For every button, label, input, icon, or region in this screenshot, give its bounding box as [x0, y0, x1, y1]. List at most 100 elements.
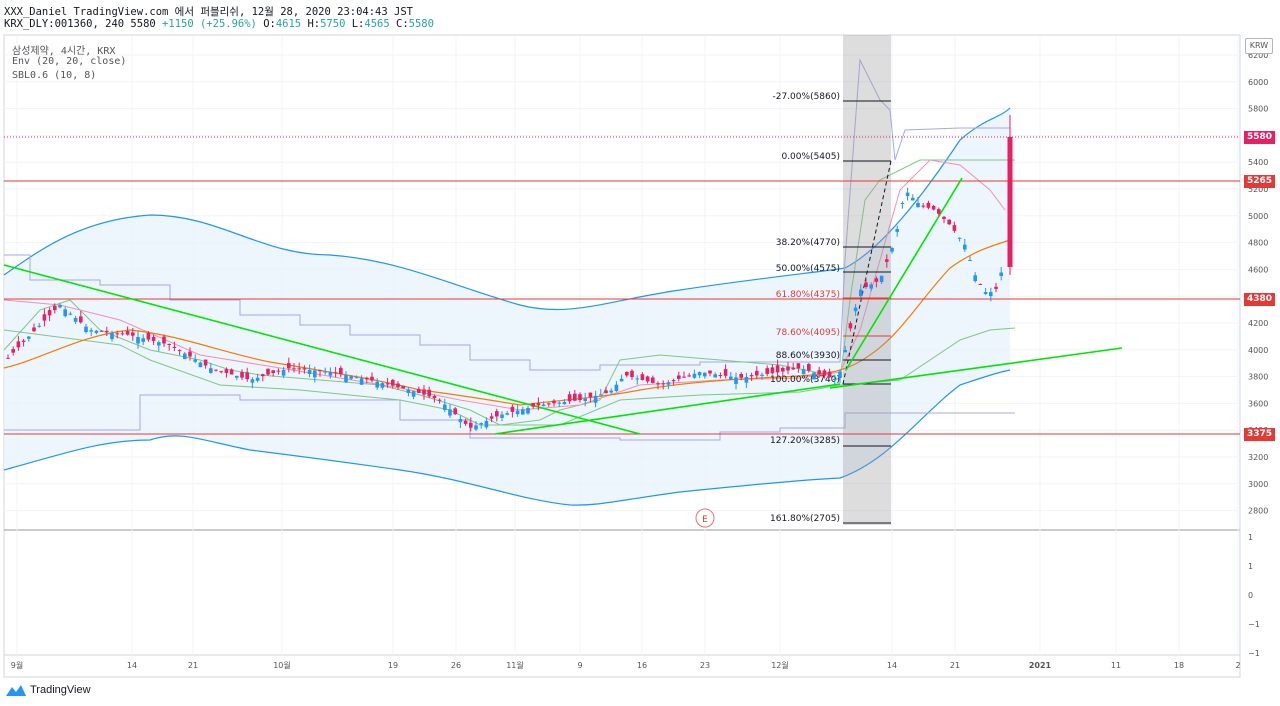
symbol-info: KRX_DLY:001360, 240 5580 [4, 18, 163, 30]
candle-body [531, 403, 535, 407]
candle-body [968, 260, 972, 261]
candle-body [526, 408, 530, 414]
candle-body [521, 409, 525, 415]
candle-body [385, 383, 390, 385]
candle-body [567, 394, 572, 402]
candle-body [443, 404, 447, 410]
candle-body [890, 248, 894, 252]
low-label: L: [345, 18, 365, 30]
candle-body [115, 333, 119, 335]
price-tag-5265: 5265 [1244, 175, 1276, 188]
candle-body [729, 376, 733, 380]
candle-body [744, 377, 749, 383]
candle-body [718, 375, 723, 377]
candle-body [495, 411, 499, 417]
time-tick: 10월 [273, 660, 291, 670]
price-tag-4380: 4380 [1244, 293, 1276, 306]
candle-body [609, 390, 613, 393]
candle-body [583, 398, 587, 402]
candle-body [224, 369, 229, 373]
sbl-upper-line [4, 58, 1010, 371]
envelope-band [4, 108, 1010, 506]
candle-body [375, 381, 379, 388]
price-tick: 3000 [1248, 480, 1268, 489]
candle-body [110, 332, 114, 340]
candle-body [755, 370, 759, 376]
candle-body [869, 284, 873, 289]
fib-label-0: 0.00%(5405) [781, 152, 840, 162]
candle-body [661, 383, 665, 385]
candle-body [47, 310, 52, 316]
time-tick: 16 [637, 661, 647, 670]
candle-body [937, 209, 941, 214]
fib-trend-dashed [842, 160, 892, 385]
candle-body [292, 368, 296, 370]
candle-body [656, 383, 660, 385]
candle-body [37, 325, 41, 327]
price-tick: 2800 [1248, 507, 1268, 516]
candle-body [167, 343, 171, 345]
candle-body [307, 369, 312, 374]
candle-body [318, 370, 322, 372]
candle-body [697, 372, 702, 376]
ma-line [3, 239, 1011, 406]
price-tag-3375: 3375 [1244, 428, 1276, 441]
price-axis[interactable]: 6200600058005600540052005000480046004400… [1248, 51, 1268, 516]
time-tick: 2021 [1029, 661, 1052, 670]
candle-body [125, 331, 130, 335]
candle-body [957, 237, 962, 239]
candle-body [822, 370, 827, 376]
time-tick: 23 [700, 661, 710, 670]
candle-body [53, 305, 57, 311]
candle-body [838, 371, 842, 378]
time-tick: 18 [1174, 661, 1184, 670]
price-tick: 3200 [1248, 453, 1268, 462]
candle-body [827, 371, 832, 378]
legend-sbl[interactable]: SBL0.6 (10, 8) [12, 70, 97, 81]
time-axis[interactable]: 9월 14 21 10월 19 26 11월 9 16 23 12월 14 21 2021 11 18 2 [11, 660, 1241, 670]
low-value: 4565 [364, 18, 390, 30]
candle-body [687, 375, 691, 377]
candle-body [630, 370, 634, 377]
osc-tick: −1 [1248, 620, 1260, 629]
candle-body [141, 338, 145, 342]
candles [6, 115, 1013, 432]
candle-body [214, 369, 218, 371]
candle-body [614, 384, 619, 392]
candle-body [666, 382, 671, 385]
candle-body [619, 378, 624, 382]
earnings-marker-circle[interactable] [695, 508, 715, 528]
tradingview-brand[interactable]: TradingView [6, 684, 91, 696]
time-tick: 9 [577, 661, 582, 670]
candle-body [859, 289, 863, 297]
candle-body [281, 369, 286, 376]
candle-body [921, 205, 925, 207]
candle-body [339, 367, 343, 375]
candle-body [255, 377, 260, 381]
fib-label-618: 61.80%(4375) [776, 290, 840, 300]
price-tick: 5400 [1248, 158, 1268, 167]
legend-envelope[interactable]: Env (20, 20, close) [12, 56, 127, 67]
candle-body [765, 368, 769, 374]
candle-body [801, 369, 806, 375]
candle-body [760, 374, 764, 376]
sbl-lower-line [4, 394, 1015, 441]
candle-body [900, 203, 905, 204]
time-tick: 26 [451, 661, 461, 670]
envelope-lower [3, 369, 1011, 506]
candle-body [645, 376, 650, 382]
candle-body [177, 350, 182, 352]
candle-body [359, 378, 364, 385]
candle-body [593, 395, 598, 403]
fib-label-100: 100.00%(3740) [770, 375, 840, 385]
tradingview-logo-icon [6, 685, 26, 696]
candle-body [188, 351, 192, 357]
currency-badge[interactable]: KRW [1245, 38, 1273, 54]
candle-body [209, 368, 213, 373]
candle-body [406, 389, 411, 393]
candle-body [671, 380, 676, 382]
trendline-up-ext [829, 347, 1123, 389]
candle-body [302, 368, 307, 370]
fib-label-786: 78.60%(4095) [776, 328, 840, 338]
